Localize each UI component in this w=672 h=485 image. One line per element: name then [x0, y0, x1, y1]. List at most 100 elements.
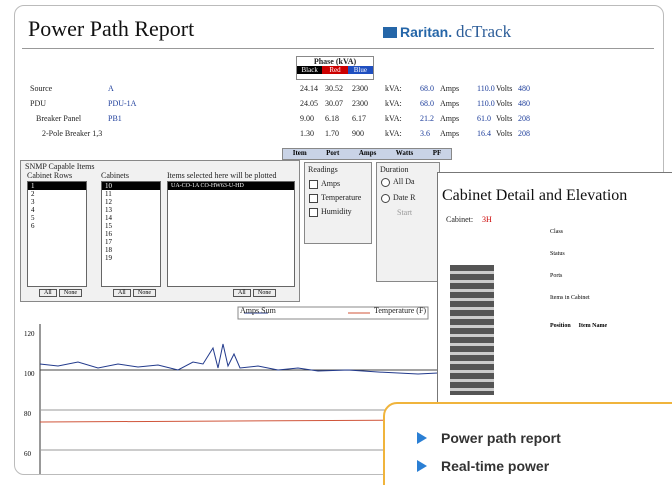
column-header: Item Name — [578, 323, 608, 329]
all-button[interactable]: All — [113, 289, 131, 297]
table-cell: PB1 — [108, 114, 122, 123]
legend-amps: Amps Sum — [240, 306, 276, 315]
none-button[interactable]: None — [59, 289, 82, 297]
table-cell: Volts — [496, 114, 513, 123]
table-cell: 2300 — [352, 84, 368, 93]
list-item: 19 — [105, 254, 112, 262]
all-button[interactable]: All — [233, 289, 251, 297]
legend-box — [237, 306, 429, 320]
phase-cells: Black Red Blue — [297, 66, 373, 74]
table-cell: 110.0 — [477, 99, 495, 108]
table-cell: 9.00 — [300, 114, 314, 123]
duration-title: Duration — [380, 165, 409, 174]
list-item: 12 — [105, 198, 112, 206]
items-label: Items selected here will be plotted — [167, 171, 277, 180]
list-item: 3 — [31, 198, 35, 206]
none-button[interactable]: None — [253, 289, 276, 297]
column-header: Amps — [358, 149, 377, 157]
cabinets-label: Cabinets — [101, 171, 129, 180]
list-item: UA-CO-1A CO-HW63-U-HD — [168, 182, 294, 190]
y-tick-label: 60 — [24, 450, 31, 458]
table-cell: 110.0 — [477, 84, 495, 93]
list-item: 16 — [105, 230, 112, 238]
items-list: UA-CO-1A CO-HW63-U-HD — [167, 181, 295, 287]
table-cell: 6.18 — [325, 114, 339, 123]
phase-cell: Red — [322, 66, 348, 74]
checkbox — [309, 208, 318, 217]
table-cell: 24.14 — [300, 84, 318, 93]
item-header: Item Port Amps Watts PF — [282, 148, 452, 160]
cabinet-label: Cabinet: — [446, 215, 474, 224]
phase-title: Phase (kVA) — [313, 57, 357, 66]
checkbox-option: Amps — [321, 179, 341, 188]
checkbox — [309, 180, 318, 189]
cabinets-list: 10 11 12 13 14 15 16 17 18 19 — [101, 181, 161, 287]
table-cell: 30.52 — [325, 84, 343, 93]
callout: Power path report Real-time power — [383, 402, 672, 485]
chart — [39, 306, 438, 474]
list-item: 15 — [105, 222, 112, 230]
table-cell: 16.4 — [477, 129, 491, 138]
table-cell: A — [108, 84, 114, 93]
brand-icon — [383, 27, 397, 38]
table-cell: 480 — [518, 84, 530, 93]
readings-panel: Readings Amps Temperature Humidity — [304, 162, 372, 244]
cabinet-window-title: Cabinet Detail and Elevation — [442, 187, 628, 204]
column-header: Port — [326, 149, 340, 157]
duration-panel: Duration All Da Date R Start — [376, 162, 440, 282]
brand-mark-text: Raritan. — [400, 24, 453, 40]
legend-temperature: Temperature (F) — [374, 306, 427, 315]
field-label: Items in Cabinet — [550, 295, 590, 301]
column-header: Watts — [395, 149, 414, 157]
amps-line — [39, 343, 438, 375]
table-cell: Volts — [496, 99, 513, 108]
cabinet-value: 3H — [482, 215, 492, 224]
report-title: Power Path Report — [28, 16, 195, 41]
table-cell: 208 — [518, 114, 530, 123]
phase-cell: Blue — [347, 66, 373, 74]
y-tick-label: 80 — [24, 410, 31, 418]
table-cell: PDU — [30, 99, 47, 108]
list-item: 11 — [105, 190, 112, 198]
table-cell: Volts — [496, 129, 513, 138]
callout-item: Power path report — [417, 430, 561, 446]
table-cell: 900 — [352, 129, 364, 138]
table-cell: Source — [30, 84, 53, 93]
field-label: Ports — [550, 273, 563, 279]
column-header: Position — [550, 323, 571, 329]
radio-option: Date R — [393, 193, 416, 202]
radio — [381, 194, 390, 203]
table-cell: 6.17 — [352, 114, 366, 123]
table-cell: Amps — [440, 129, 460, 138]
radio — [381, 178, 390, 187]
table-cell: kVA: — [385, 84, 402, 93]
divider — [22, 48, 654, 49]
table-cell: 24.05 — [300, 99, 318, 108]
checkbox-option: Humidity — [321, 207, 352, 216]
field-label: Status — [550, 251, 565, 257]
snmp-title: SNMP Capable Items — [25, 162, 95, 171]
table-cell: 61.0 — [477, 114, 491, 123]
readings-title: Readings — [308, 165, 338, 174]
y-tick-label: 100 — [24, 370, 35, 378]
table-cell: kVA: — [385, 99, 402, 108]
list-item: 5 — [31, 214, 35, 222]
cabinet-columns: Position Item Name — [550, 323, 607, 329]
table-cell: 1.70 — [325, 129, 339, 138]
field-label: Class — [550, 229, 564, 235]
all-button[interactable]: All — [39, 289, 57, 297]
list-item: 1 — [28, 182, 86, 190]
checkbox-option: Temperature — [321, 193, 362, 202]
table-cell: 208 — [518, 129, 530, 138]
rack-elevation — [450, 265, 494, 395]
brand-mark: Raritan. dcTrack — [383, 22, 511, 42]
y-tick-label: 120 — [24, 330, 35, 338]
table-cell: 68.0 — [420, 99, 434, 108]
list-item: 14 — [105, 214, 112, 222]
table-cell: 480 — [518, 99, 530, 108]
phase-header: Phase (kVA) Black Red Blue — [296, 56, 374, 80]
list-item: 6 — [31, 222, 35, 230]
none-button[interactable]: None — [133, 289, 156, 297]
